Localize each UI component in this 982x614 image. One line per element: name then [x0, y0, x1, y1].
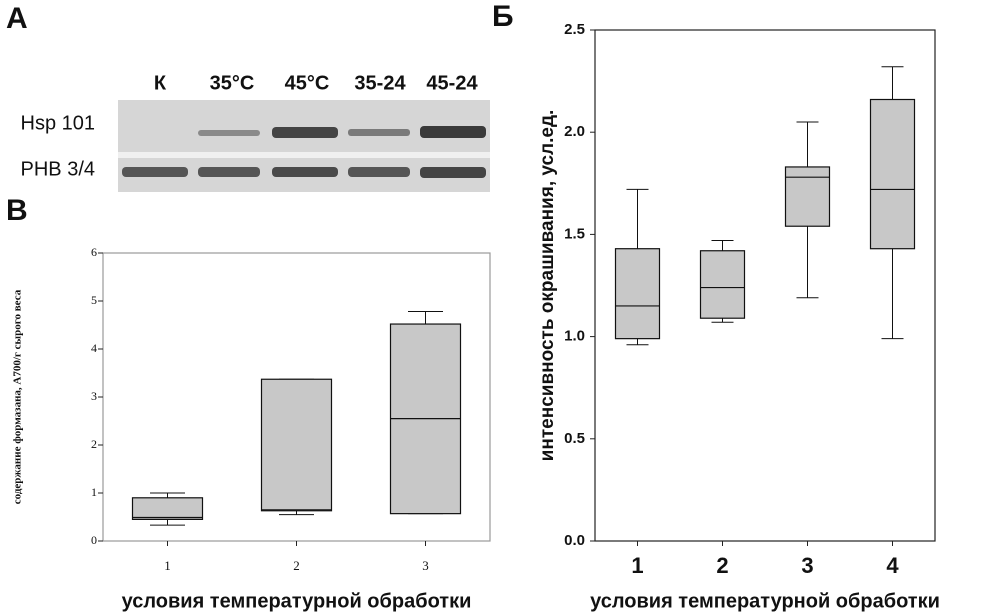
y-axis-label: содержание формазана, A700/г сырого веса — [12, 289, 24, 504]
lane-label: К — [154, 72, 167, 94]
row-label: Hsp 101 — [21, 112, 96, 134]
x-axis-label: условия температурной обработки — [122, 590, 472, 612]
y-tick-label: 0.5 — [564, 430, 585, 447]
panel-label: А — [6, 2, 28, 35]
y-tick-label: 0.0 — [564, 532, 585, 549]
panel-label: Б — [492, 0, 514, 33]
y-tick-label: 3 — [91, 389, 97, 403]
y-tick-label: 4 — [91, 341, 97, 355]
box — [260, 378, 333, 512]
box — [131, 497, 204, 520]
box — [784, 166, 831, 227]
y-tick-label: 0 — [91, 533, 97, 547]
y-tick-label: 1.0 — [564, 328, 585, 345]
y-tick-label: 1 — [91, 485, 97, 499]
box — [699, 250, 746, 319]
plot-frame — [594, 29, 936, 542]
y-tick-label: 1.5 — [564, 225, 585, 242]
x-tick-label: 4 — [886, 553, 899, 578]
x-tick-label: 2 — [293, 558, 300, 573]
blot-image — [118, 100, 490, 192]
lane-label: 35°C — [210, 72, 255, 94]
panel-label: В — [6, 194, 28, 227]
x-tick-label: 3 — [422, 558, 429, 573]
x-tick-label: 2 — [716, 553, 728, 578]
y-tick-label: 2 — [91, 437, 97, 451]
box — [614, 248, 661, 340]
y-tick-label: 5 — [91, 293, 97, 307]
x-tick-label: 1 — [164, 558, 171, 573]
y-tick-label: 2.5 — [564, 21, 585, 38]
lane-label: 45-24 — [426, 72, 478, 94]
y-tick-label: 2.0 — [564, 123, 585, 140]
lane-label: 35-24 — [354, 72, 406, 94]
x-tick-label: 3 — [801, 553, 813, 578]
box — [869, 98, 916, 250]
row-label: PHB 3/4 — [21, 158, 95, 180]
lane-label: 45°C — [285, 72, 330, 94]
x-axis-label: условия температурной обработки — [590, 590, 940, 612]
x-tick-label: 1 — [631, 553, 643, 578]
y-axis-label: интенсивность окрашивания, усл.ед. — [537, 110, 558, 462]
y-tick-label: 6 — [91, 245, 97, 259]
